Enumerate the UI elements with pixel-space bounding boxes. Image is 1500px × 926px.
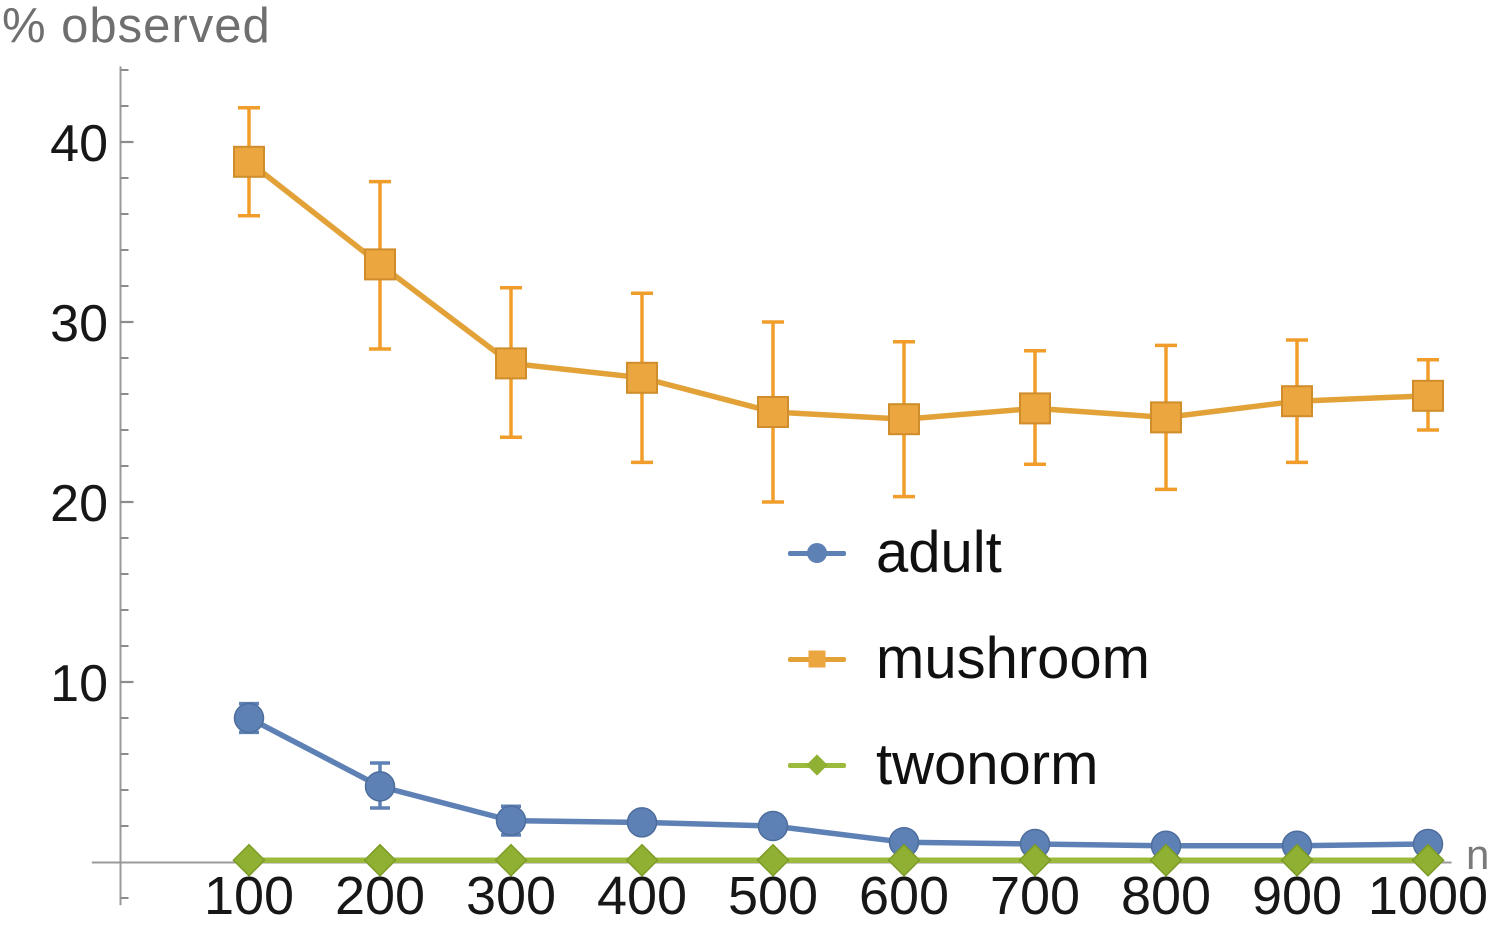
data-point-mushroom xyxy=(233,145,265,178)
data-point-mushroom xyxy=(495,347,527,380)
legend-item-adult: adult xyxy=(788,500,1150,606)
data-point-mushroom xyxy=(1412,379,1444,412)
y-axis-tick-label: 10 xyxy=(50,655,108,713)
data-point-twonorm xyxy=(625,843,659,877)
data-point-adult xyxy=(757,810,789,842)
data-point-adult xyxy=(626,807,658,838)
y-axis-title: % observed xyxy=(2,0,271,53)
data-point-twonorm xyxy=(494,843,528,877)
data-point-twonorm xyxy=(756,843,790,877)
adult-legend-marker-icon xyxy=(788,541,846,565)
series-line-mushroom xyxy=(246,159,1431,422)
data-point-mushroom xyxy=(626,361,658,394)
data-point-adult xyxy=(233,702,265,734)
y-axis-tick-label: 40 xyxy=(50,115,108,173)
data-point-mushroom xyxy=(1019,392,1051,425)
data-point-mushroom xyxy=(1281,385,1313,418)
x-axis-title: n xyxy=(1466,831,1490,878)
data-point-mushroom xyxy=(757,396,789,428)
data-point-twonorm xyxy=(1018,843,1052,877)
data-point-mushroom xyxy=(364,248,396,281)
data-point-twonorm xyxy=(232,843,266,877)
legend-label-twonorm: twonorm xyxy=(876,732,1099,797)
y-axis-tick-label: 20 xyxy=(50,475,108,533)
legend-item-twonorm: twonorm xyxy=(788,712,1150,818)
mushroom-legend-marker-icon xyxy=(788,647,846,671)
legend-label-adult: adult xyxy=(876,520,1002,585)
legend-item-mushroom: mushroom xyxy=(788,606,1150,712)
data-point-twonorm xyxy=(887,843,921,877)
data-point-twonorm xyxy=(1280,843,1314,877)
data-point-adult xyxy=(364,771,396,802)
legend-label-mushroom: mushroom xyxy=(876,626,1150,691)
data-point-adult xyxy=(495,805,527,836)
twonorm-legend-marker-icon xyxy=(788,753,846,777)
data-point-twonorm xyxy=(363,843,397,877)
y-axis-tick-label: 30 xyxy=(50,295,108,353)
data-point-twonorm xyxy=(1411,843,1445,877)
data-point-mushroom xyxy=(1150,401,1182,434)
series-line-adult xyxy=(246,715,1431,849)
data-point-mushroom xyxy=(888,403,920,436)
data-point-twonorm xyxy=(1149,843,1183,877)
legend: adult mushroom twonorm xyxy=(788,500,1150,818)
